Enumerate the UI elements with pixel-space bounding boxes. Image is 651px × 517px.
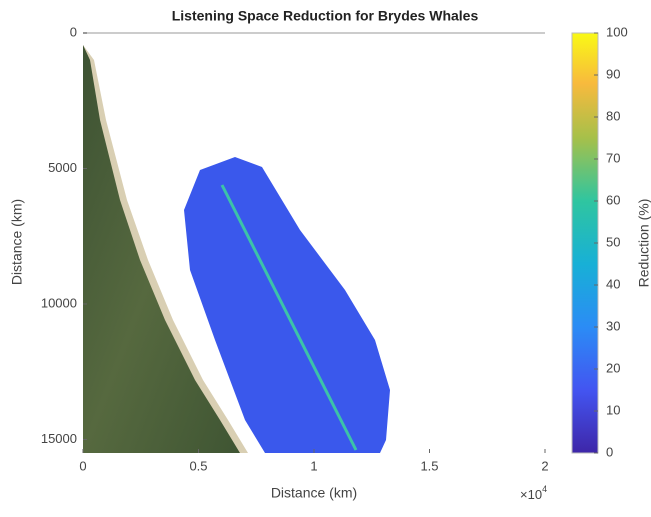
x-tick-label: 2 [541,458,548,473]
x-multiplier: ×104 [520,484,547,502]
colorbar-tick-label: 100 [606,24,628,39]
chart-title: Listening Space Reduction for Brydes Wha… [172,8,479,24]
x-tick-label: 0 [79,458,86,473]
colorbar-tick-label: 60 [606,192,620,207]
y-tick-label: 0 [70,24,77,39]
y-tick-label: 15000 [41,431,77,446]
y-tick-label: 10000 [41,295,77,310]
colorbar-tick-label: 90 [606,66,620,81]
colorbar-tick-label: 20 [606,360,620,375]
x-tick-label: 0.5 [189,458,207,473]
y-axis-label: Distance (km) [9,199,25,285]
colorbar-tick-label: 30 [606,318,620,333]
colorbar-label: Reduction (%) [636,199,651,288]
x-axis-label: Distance (km) [271,485,357,501]
colorbar-tick-label: 70 [606,150,620,165]
x-multiplier-exponent: 4 [542,484,547,494]
colorbar-tick-label: 80 [606,108,620,123]
x-tick-label: 1.5 [420,458,438,473]
x-multiplier-base: ×10 [520,487,542,502]
colorbar-tick-label: 50 [606,234,620,249]
colorbar-tick-label: 40 [606,276,620,291]
colorbar-tick-label: 10 [606,402,620,417]
x-tick-label: 1 [310,458,317,473]
y-tick-label: 5000 [48,160,77,175]
image-layer [83,45,390,453]
chart: Listening Space Reduction for Brydes Wha… [0,0,651,512]
colorbar-tick-label: 0 [606,444,613,459]
